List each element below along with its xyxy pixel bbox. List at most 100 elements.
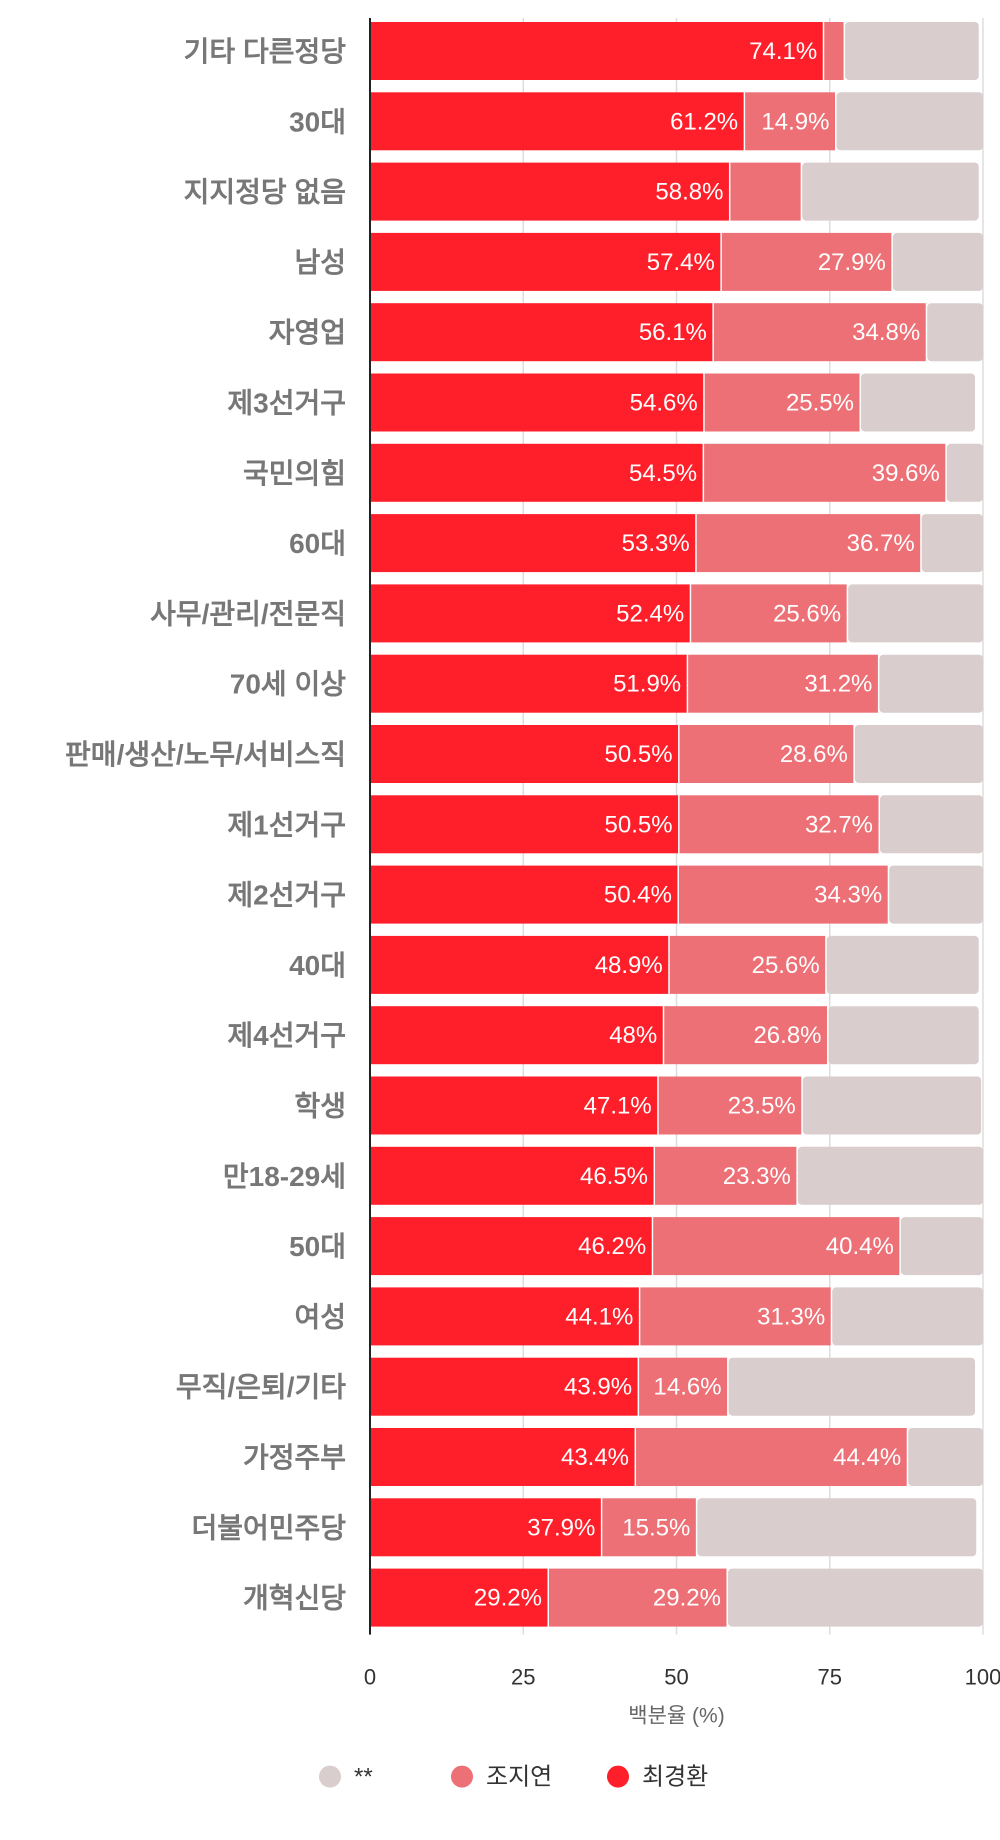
bar-row[interactable]: 44.1% 31.3% — [370, 1287, 983, 1346]
bar-segment-jo[interactable] — [658, 1076, 802, 1135]
bar-segment-other[interactable] — [697, 1498, 977, 1557]
bar-segment-other[interactable] — [828, 1006, 979, 1065]
bar-segment-other[interactable] — [802, 162, 979, 221]
bar-segment-other[interactable] — [848, 584, 983, 643]
bar-segment-jo[interactable] — [640, 1287, 831, 1346]
bar-row[interactable]: 43.4% 44.4% — [370, 1428, 983, 1486]
bar-row[interactable]: 54.6% 25.5% — [370, 373, 976, 432]
bar-segment-choi[interactable] — [370, 514, 696, 573]
bar-row[interactable]: 54.5% 39.6% — [370, 443, 983, 502]
bar-segment-jo[interactable] — [691, 584, 847, 643]
bar-segment-choi[interactable] — [370, 865, 678, 924]
bar-segment-other[interactable] — [836, 92, 983, 151]
bar-row[interactable]: 53.3% 36.7% — [370, 514, 983, 573]
legend-item[interactable]: ** — [319, 1764, 373, 1791]
legend-item[interactable]: 조지연 — [451, 1764, 552, 1791]
bar-segment-other[interactable] — [892, 232, 983, 291]
bar-row[interactable]: 47.1% 23.5% — [370, 1076, 982, 1135]
bar-segment-choi[interactable] — [370, 1217, 652, 1276]
bar-segment-choi[interactable] — [370, 1076, 658, 1135]
bar-row[interactable]: 29.2% 29.2% — [370, 1568, 983, 1627]
bar-segment-other[interactable] — [921, 514, 983, 573]
bar-row[interactable]: 46.5% 23.3% — [370, 1146, 983, 1205]
bar-segment-choi[interactable] — [370, 584, 690, 643]
bar-segment-choi[interactable] — [370, 1568, 548, 1627]
bar-row[interactable]: 48% 26.8% — [370, 1006, 979, 1065]
data-label: 48% — [609, 1022, 657, 1049]
bar-segment-other[interactable] — [728, 1357, 976, 1416]
bar-segment-choi[interactable] — [370, 1006, 663, 1065]
bar-segment-jo[interactable] — [745, 92, 835, 151]
bar-segment-other[interactable] — [900, 1217, 983, 1276]
bar-segment-choi[interactable] — [370, 443, 703, 502]
bar-segment-other[interactable] — [832, 1287, 983, 1346]
bar-segment-jo[interactable] — [636, 1428, 907, 1486]
legend-item[interactable]: 최경환 — [607, 1764, 708, 1791]
bar-segment-jo[interactable] — [655, 1146, 797, 1205]
bar-segment-choi[interactable] — [370, 303, 713, 362]
bar-segment-other[interactable] — [802, 1076, 982, 1135]
bar-segment-other[interactable] — [845, 22, 979, 80]
bar-segment-jo[interactable] — [713, 303, 926, 362]
bar-segment-choi[interactable] — [370, 92, 744, 151]
bar-row[interactable]: 50.5% 32.7% — [370, 795, 983, 854]
bar-segment-jo[interactable] — [730, 162, 801, 221]
bar-segment-other[interactable] — [727, 1568, 983, 1627]
bar-segment-jo[interactable] — [704, 443, 946, 502]
bar-segment-choi[interactable] — [370, 725, 679, 783]
bar-segment-jo[interactable] — [721, 232, 892, 291]
bar-row[interactable]: 58.8% — [370, 162, 979, 221]
bar-segment-jo[interactable] — [688, 654, 878, 713]
bar-segment-choi[interactable] — [370, 373, 704, 432]
bar-segment-jo[interactable] — [548, 1568, 727, 1627]
bar-segment-choi[interactable] — [370, 1498, 601, 1557]
bar-segment-other[interactable] — [854, 725, 983, 783]
bar-segment-other[interactable] — [946, 443, 983, 502]
bar-segment-other[interactable] — [880, 795, 983, 854]
bar-row[interactable]: 43.9% 14.6% — [370, 1357, 976, 1416]
bar-segment-choi[interactable] — [370, 654, 687, 713]
legend-label: 조지연 — [486, 1764, 552, 1791]
bar-row[interactable]: 48.9% 25.6% — [370, 935, 979, 994]
bar-segment-other[interactable] — [797, 1146, 983, 1205]
bar-row[interactable]: 50.4% 34.3% — [370, 865, 983, 924]
bar-segment-other[interactable] — [908, 1428, 983, 1486]
bar-segment-jo[interactable] — [678, 865, 888, 924]
bar-segment-choi[interactable] — [370, 795, 679, 854]
bar-segment-jo[interactable] — [664, 1006, 828, 1065]
bar-segment-jo[interactable] — [679, 725, 854, 783]
bar-segment-jo[interactable] — [669, 935, 826, 994]
bar-segment-jo[interactable] — [704, 373, 860, 432]
bar-segment-choi[interactable] — [370, 1287, 639, 1346]
bar-segment-choi[interactable] — [370, 935, 669, 994]
bar-row[interactable]: 74.1% — [370, 22, 979, 80]
bar-row[interactable]: 50.5% 28.6% — [370, 725, 983, 783]
bar-segment-choi[interactable] — [370, 162, 729, 221]
bar-row[interactable]: 56.1% 34.8% — [370, 303, 983, 362]
bar-segment-choi[interactable] — [370, 1428, 635, 1486]
bar-segment-other[interactable] — [861, 373, 976, 432]
bar-row[interactable]: 52.4% 25.6% — [370, 584, 983, 643]
bar-segment-other[interactable] — [889, 865, 983, 924]
bar-segment-jo[interactable] — [696, 514, 921, 573]
bar-segment-choi[interactable] — [370, 1357, 638, 1416]
bar-segment-jo[interactable] — [679, 795, 879, 854]
bar-row[interactable]: 61.2% 14.9% — [370, 92, 983, 151]
bar-segment-jo[interactable] — [639, 1357, 728, 1416]
bar-segment-other[interactable] — [927, 303, 983, 362]
bar-segment-other[interactable] — [879, 654, 983, 713]
bar-row[interactable]: 46.2% 40.4% — [370, 1217, 983, 1276]
bar-segment-jo[interactable] — [653, 1217, 900, 1276]
bar-segment-jo[interactable] — [824, 22, 844, 80]
bar-row[interactable]: 51.9% 31.2% — [370, 654, 983, 713]
legend[interactable]: ** 조지연 최경환 — [319, 1764, 708, 1791]
bar-segment-choi[interactable] — [370, 22, 823, 80]
bar-row[interactable]: 57.4% 27.9% — [370, 232, 983, 291]
bar-row[interactable]: 37.9% 15.5% — [370, 1498, 977, 1557]
x-tick-label: 0 — [364, 1665, 376, 1690]
bar-segment-choi[interactable] — [370, 1146, 654, 1205]
category-label: 만18-29세 — [223, 1161, 346, 1192]
bar-segment-jo[interactable] — [602, 1498, 696, 1557]
bar-segment-choi[interactable] — [370, 232, 721, 291]
bar-segment-other[interactable] — [826, 935, 979, 994]
